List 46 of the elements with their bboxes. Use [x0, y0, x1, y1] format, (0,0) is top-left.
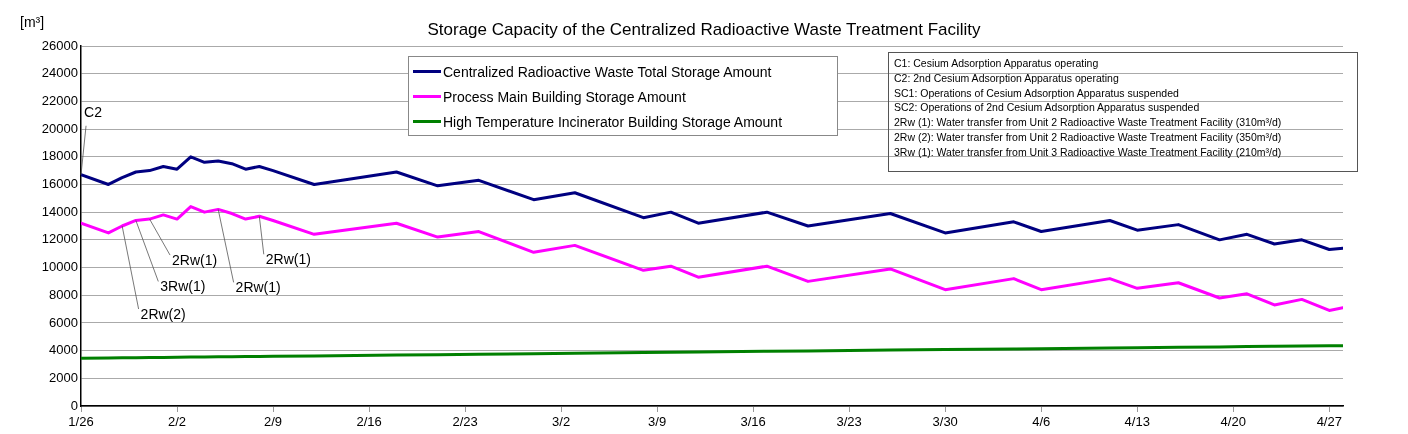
annotation: 2Rw(2): [140, 305, 186, 322]
y-tick-label: 16000: [41, 176, 78, 192]
x-tick-label: 4/27: [1316, 414, 1342, 430]
annotation: C2: 2nd Cesium Adsorption Apparatus operating: [894, 70, 1120, 86]
y-tick-label: 20000: [41, 120, 78, 136]
x-tick-label: 4/13: [1124, 414, 1150, 430]
legend-label: Process Main Building Storage Amount: [443, 88, 686, 105]
annotation: 2Rw(1): [265, 251, 311, 268]
annotation: C1: Cesium Adsorption Apparatus operating: [894, 56, 1100, 71]
y-tick-label: 2000: [49, 369, 78, 385]
legend-label: Centralized Radioactive Waste Total Storage Amount: [443, 63, 772, 80]
x-tick-label: 3/30: [932, 414, 958, 430]
y-tick-label: 24000: [41, 65, 78, 81]
x-tick-label: 3/23: [836, 414, 862, 430]
y-tick-label: 10000: [41, 259, 78, 275]
x-tick-label: 3/16: [740, 414, 766, 430]
y-tick-label: 26000: [41, 37, 78, 53]
x-tick-label: 2/23: [452, 414, 478, 430]
x-tick-label: 2/2: [167, 414, 187, 430]
annotation: 3Rw(1): [160, 278, 206, 295]
y-tick-label: 6000: [49, 314, 78, 330]
annotation: 2Rw(1): [172, 251, 218, 268]
y-tick-label: 4000: [49, 342, 78, 358]
y-tick-label: 12000: [41, 231, 78, 247]
annotation: SC2: Operations of 2nd Cesium Adsorption Apparatus suspended: [894, 100, 1201, 116]
x-tick-label: 2/9: [264, 414, 283, 430]
y-tick-label: 18000: [41, 148, 78, 164]
x-tick-label: 3/2: [552, 414, 571, 430]
x-tick-label: 4/20: [1220, 414, 1246, 430]
y-axis-title: [m³]: [20, 14, 45, 30]
y-tick-label: 8000: [49, 286, 78, 302]
annotation: C2: [84, 103, 103, 120]
chart-title: Storage Capacity of the Centralized Radioactive Waste Treatment Facility: [427, 20, 981, 39]
x-tick-label: 1/26: [68, 414, 94, 430]
x-tick-label: 4/6: [1032, 414, 1051, 430]
y-tick-label: 14000: [41, 203, 78, 219]
annotation: 2Rw (1): Water transfer from Unit 2 Radioactive Waste Treatment Facility (310m³/d): [894, 115, 1283, 130]
annotation: 3Rw (1): Water transfer from Unit 3 Radioactive Waste Treatment Facility (210m³/d): [894, 144, 1283, 160]
x-tick-label: 2/16: [356, 414, 382, 430]
y-tick-label: 0: [70, 397, 78, 413]
legend-label: High Temperature Incinerator Building Storage Amount: [443, 113, 783, 130]
annotation: 2Rw (2): Water transfer from Unit 2 Radioactive Waste Treatment Facility (350m³/d): [894, 130, 1283, 145]
annotation: SC1: Operations of Cesium Adsorption Apparatus suspended: [894, 85, 1180, 101]
y-tick-label: 22000: [41, 92, 78, 108]
x-tick-label: 3/9: [648, 414, 667, 430]
annotation: 2Rw(1): [235, 279, 281, 296]
